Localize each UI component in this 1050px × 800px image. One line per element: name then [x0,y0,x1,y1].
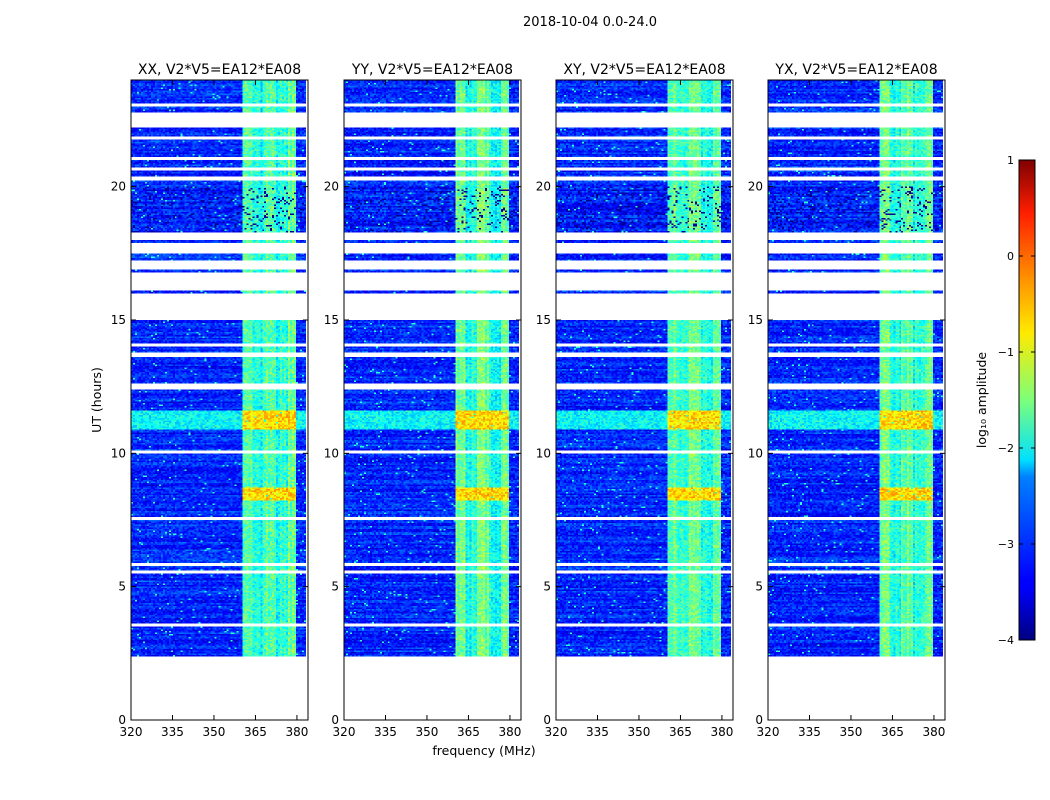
panel-heatmap [556,80,733,720]
x-tick-label: 350 [203,725,226,739]
x-tick-label: 350 [416,725,439,739]
figure-suptitle: 2018-10-04 0.0-24.0 [523,15,657,30]
y-tick-label: 0 [543,713,551,727]
y-tick-label: 5 [543,580,551,594]
x-axis-label: frequency (MHz) [432,743,535,758]
panel-xy: XY, V2*V5=EA12*EA08 320 335 350 365 380 0 5 10 15… [536,62,734,739]
x-tick-label: 380 [922,725,945,739]
y-tick-label: 0 [331,713,339,727]
panel-yy: YY, V2*V5=EA12*EA08 320 335 350 365 380 0 5 10 15… [324,62,522,739]
y-tick-label: 20 [324,180,339,194]
panel-title: YY, V2*V5=EA12*EA08 [351,62,513,78]
y-tick-label: 15 [111,313,126,327]
panel-frame [767,79,946,721]
x-tick-label: 350 [840,725,863,739]
y-tick-label: 15 [748,313,763,327]
x-tick-label: 365 [244,725,267,739]
colorbar-tick-label: 0 [1007,250,1014,263]
x-tick-label: 365 [881,725,904,739]
y-tick-label: 5 [755,580,763,594]
colorbar-tick-label: −1 [998,346,1014,359]
x-tick-label: 380 [285,725,308,739]
panel-title: XY, V2*V5=EA12*EA08 [563,62,725,78]
x-tick-label: 320 [333,725,356,739]
panel-frame [130,79,309,721]
y-tick-label: 10 [324,446,339,460]
y-tick-label: 10 [536,446,551,460]
x-tick-label: 350 [628,725,651,739]
y-tick-label: 10 [111,446,126,460]
colorbar-tick-label: −3 [998,538,1014,551]
colorbar-ticks: 1 0 −1 −2 −3 −4 [998,154,1035,647]
x-tick-label: 365 [457,725,480,739]
x-tick-label: 320 [545,725,568,739]
panel-title: YX, V2*V5=EA12*EA08 [774,62,937,78]
x-tick-label: 320 [757,725,780,739]
panel-frame [555,79,734,721]
y-tick-label: 15 [324,313,339,327]
y-tick-label: 20 [536,180,551,194]
panel-title: XX, V2*V5=EA12*EA08 [138,62,301,78]
panel-heatmap [344,80,521,720]
y-tick-label: 20 [111,180,126,194]
x-tick-label: 365 [669,725,692,739]
x-tick-label: 380 [498,725,521,739]
panel-yx: YX, V2*V5=EA12*EA08 320 335 350 365 380 0 5 10 15… [748,62,946,739]
colorbar-label: log₁₀ amplitude [974,352,989,449]
y-tick-label: 20 [748,180,763,194]
y-axis-label: UT (hours) [89,367,104,433]
y-tick-label: 15 [536,313,551,327]
x-tick-label: 380 [710,725,733,739]
y-tick-label: 0 [755,713,763,727]
panel-heatmap [131,80,308,720]
x-tick-label: 335 [374,725,397,739]
x-tick-label: 335 [798,725,821,739]
colorbar-tick-label: −4 [998,634,1014,647]
x-tick-label: 335 [161,725,184,739]
panel-frame [343,79,522,721]
colorbar: log₁₀ amplitude 1 0 −1 −2 −3 −4 [974,154,1036,647]
x-tick-label: 320 [120,725,143,739]
y-tick-label: 5 [118,580,126,594]
x-tick-label: 335 [586,725,609,739]
colorbar-tick-label: 1 [1007,154,1014,167]
y-tick-label: 5 [331,580,339,594]
panel-xx: XX, V2*V5=EA12*EA08 320 335 350 365 380 0 5 10 15… [111,62,309,739]
panels-group: XX, V2*V5=EA12*EA08 320 335 350 365 380 0 5 10 15… [111,62,946,739]
y-tick-label: 10 [748,446,763,460]
panel-heatmap [768,80,945,720]
y-tick-label: 0 [118,713,126,727]
colorbar-tick-label: −2 [998,442,1014,455]
colorbar-gradient [1018,159,1036,641]
